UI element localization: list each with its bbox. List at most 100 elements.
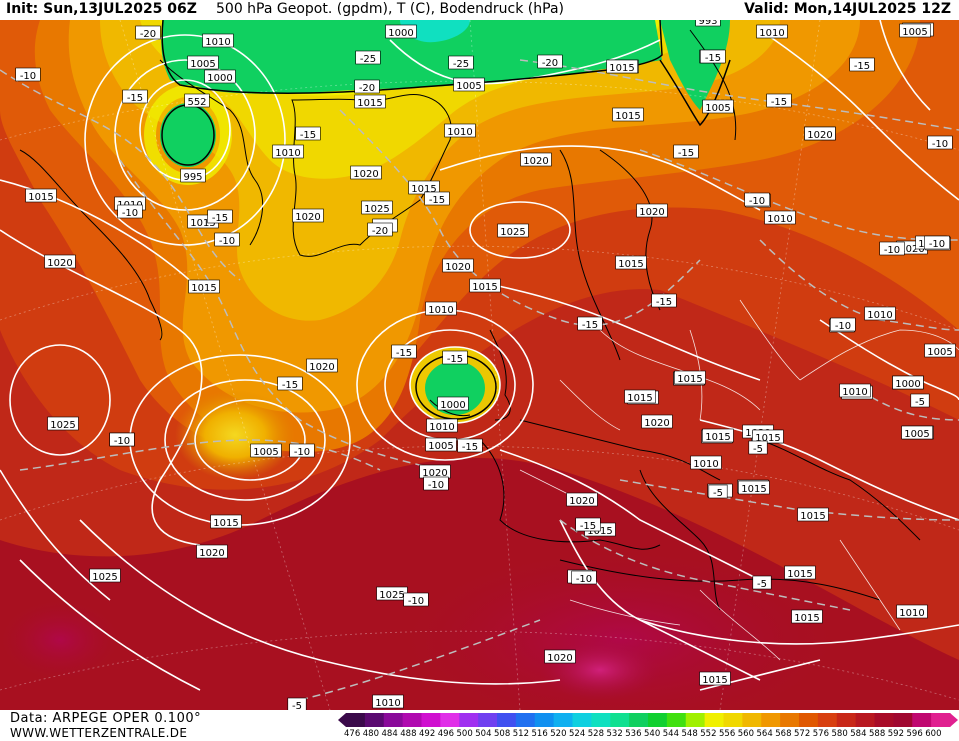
pressure-label: 1015: [210, 514, 242, 529]
colorbar-swatch: [402, 713, 422, 727]
svg-text:1010: 1010: [842, 387, 867, 398]
temperature-label: -10: [924, 235, 950, 250]
geopotential-field: [0, 20, 959, 710]
svg-text:1010: 1010: [867, 310, 892, 321]
svg-text:1015: 1015: [702, 675, 727, 686]
pressure-label: 1020: [196, 544, 228, 559]
temperature-label: -10: [289, 443, 315, 458]
temperature-label: -15: [424, 191, 450, 206]
svg-text:-10: -10: [749, 196, 765, 207]
pressure-label: 1000: [385, 24, 417, 39]
pressure-label: 1020: [350, 165, 382, 180]
isotherms: [0, 59, 959, 701]
colorbar-swatch: [440, 713, 460, 727]
temperature-label: -10: [109, 432, 135, 447]
svg-text:-15: -15: [854, 61, 870, 72]
colorbar-swatch: [799, 713, 819, 727]
temperature-label: -15: [295, 126, 321, 141]
svg-text:1025: 1025: [92, 572, 117, 583]
svg-text:1015: 1015: [411, 184, 436, 195]
svg-text:993: 993: [698, 20, 717, 27]
colorbar-tick-label: 484: [381, 729, 398, 739]
colorbar-swatch: [780, 713, 800, 727]
pressure-label: 1020: [306, 358, 338, 373]
pressure-label: 1005: [924, 343, 956, 358]
temperature-label: -10: [927, 135, 953, 150]
temperature-label: -15: [700, 49, 726, 64]
svg-text:1010: 1010: [375, 698, 400, 709]
website-credit: WWW.WETTERZENTRALE.DE: [10, 726, 188, 740]
colorbar-tick-label: 556: [719, 729, 736, 739]
pressure-label: 1015: [188, 279, 220, 294]
temperature-label: -10: [214, 232, 240, 247]
temperature-label: -15: [673, 144, 699, 159]
colorbar-swatch: [704, 713, 724, 727]
colorbar-swatch: [610, 713, 630, 727]
temperature-label: -15: [651, 293, 677, 308]
svg-text:1005: 1005: [253, 447, 278, 458]
pressure-label: 1010: [690, 455, 722, 470]
pressure-label: 1015: [699, 671, 731, 686]
colorbar-tick-label: 552: [700, 729, 717, 739]
svg-text:1025: 1025: [379, 590, 404, 601]
svg-text:1010: 1010: [767, 214, 792, 225]
svg-text:-15: -15: [705, 53, 721, 64]
colorbar-swatch: [836, 713, 857, 727]
svg-text:-5: -5: [753, 444, 763, 455]
svg-text:-15: -15: [656, 297, 672, 308]
svg-text:-25: -25: [453, 59, 469, 70]
pressure-label: 1005: [453, 77, 485, 92]
svg-text:1025: 1025: [500, 227, 525, 238]
pressure-label: 993: [695, 20, 721, 27]
svg-text:-20: -20: [359, 83, 375, 94]
pressure-label: 1025: [376, 586, 408, 601]
init-time: Init: Sun,13JUL2025 06Z: [6, 1, 197, 17]
chart-header: Init: Sun,13JUL2025 06Z 500 hPa Geopot. …: [0, 0, 959, 20]
pressure-label: 552: [184, 93, 210, 108]
colorbar-tick-label: 488: [400, 729, 417, 739]
colorbar-swatch: [742, 713, 762, 727]
pressure-label: 995: [180, 168, 206, 183]
colorbar-tick-label: 508: [494, 729, 511, 739]
temperature-label: -15: [391, 344, 417, 359]
svg-text:1020: 1020: [644, 418, 669, 429]
svg-text:-20: -20: [372, 226, 388, 237]
svg-text:552: 552: [187, 97, 206, 108]
temperature-label: -15: [442, 350, 468, 365]
svg-text:1015: 1015: [677, 374, 702, 385]
svg-text:1015: 1015: [357, 98, 382, 109]
colorbar-tick-label: 536: [625, 729, 642, 739]
pressure-label: 1010: [202, 33, 234, 48]
temperature-label: -10: [15, 67, 41, 82]
svg-text:1015: 1015: [615, 111, 640, 122]
pressure-label: 1020: [442, 258, 474, 273]
colorbar-swatch: [459, 713, 479, 727]
temperature-label: -15: [766, 93, 792, 108]
colorbar-swatch: [478, 713, 498, 727]
colorbar-min-arrow: [338, 713, 346, 727]
pressure-label: 1025: [47, 416, 79, 431]
colorbar-swatch: [553, 713, 573, 727]
pressure-label: 1015: [784, 565, 816, 580]
svg-text:-20: -20: [542, 58, 558, 69]
svg-text:1020: 1020: [199, 548, 224, 559]
pressure-label: 1020: [44, 254, 76, 269]
pressure-label: 1020: [292, 208, 324, 223]
colorbar-tick-label: 516: [531, 729, 548, 739]
pressure-label: 1015: [615, 255, 647, 270]
svg-text:1005: 1005: [902, 27, 927, 38]
pressure-label: 1025: [361, 200, 393, 215]
pressure-label: 1015: [408, 180, 440, 195]
temperature-label: -10: [879, 241, 905, 256]
svg-text:1015: 1015: [755, 433, 780, 444]
colorbar-swatch: [931, 713, 951, 727]
temperature-labels: -10 -15 -20 -15 -25 -20 -20 -15 -10 -15 -25 -15 -15 -…: [15, 25, 953, 710]
svg-text:1005: 1005: [904, 429, 929, 440]
svg-text:-15: -15: [396, 348, 412, 359]
colorbar-swatch: [572, 713, 592, 727]
colorbar-swatch: [497, 713, 517, 727]
pressure-label: 1010: [756, 24, 788, 39]
temperature-label: -15: [277, 376, 303, 391]
colorbar-swatch: [364, 713, 385, 727]
colorbar-tick-label: 580: [831, 729, 848, 739]
